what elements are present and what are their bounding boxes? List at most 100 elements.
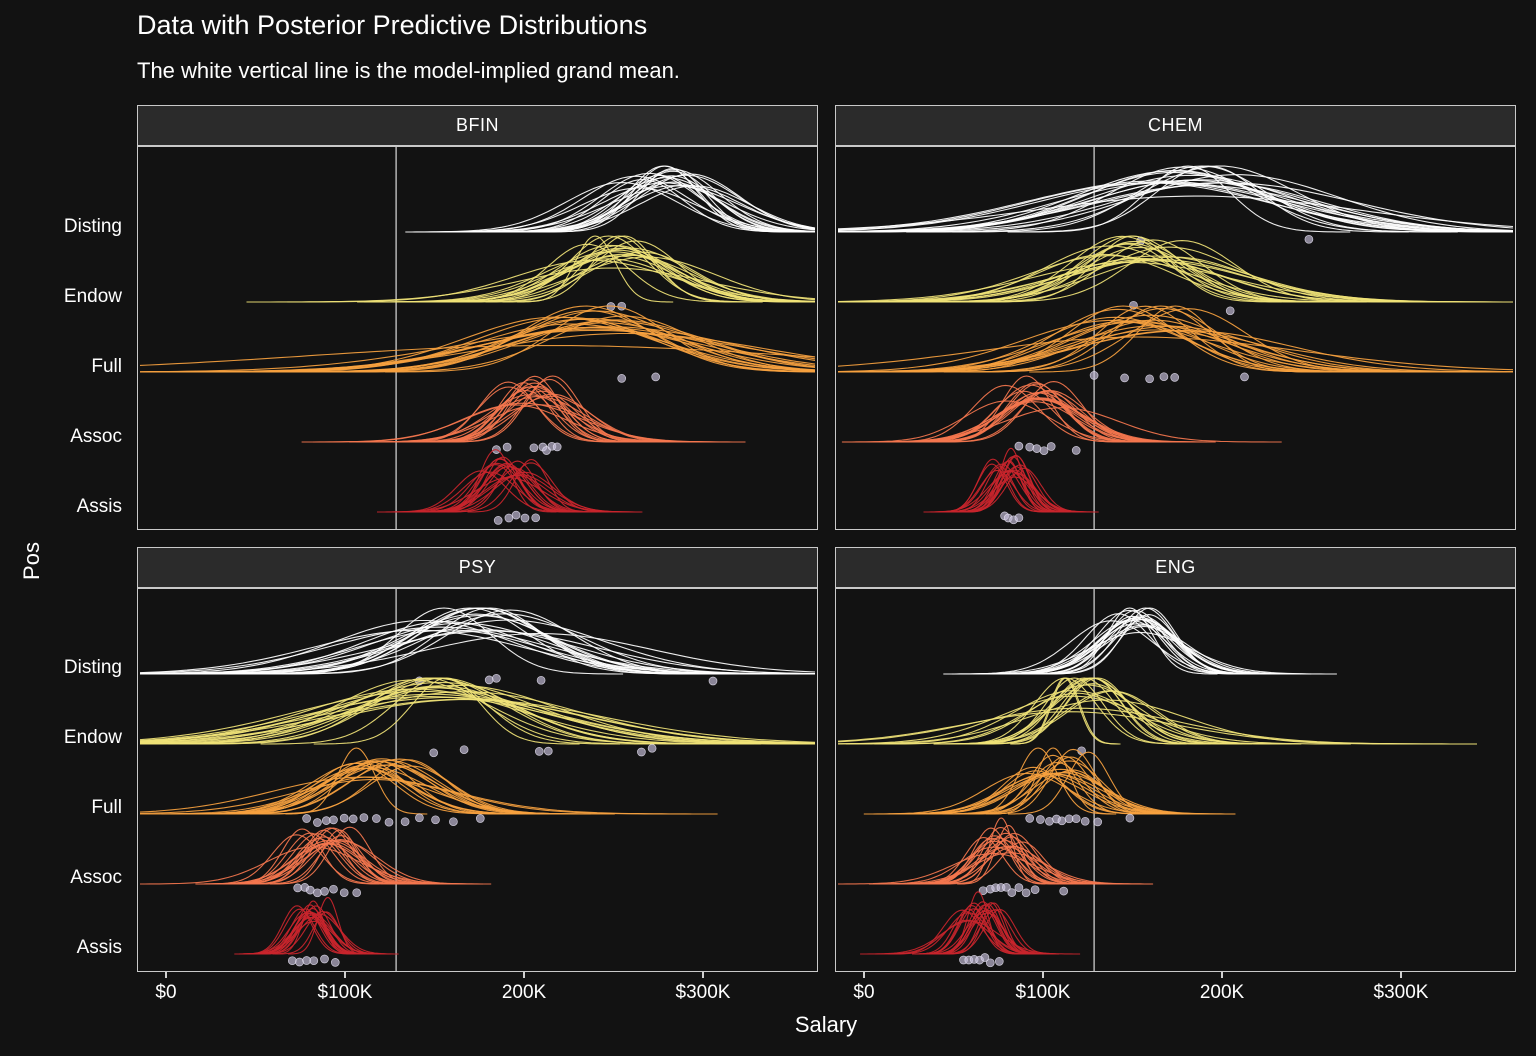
posterior-draw-curve: [1024, 618, 1264, 675]
posterior-draw-curve: [194, 759, 584, 815]
posterior-draw-curve: [428, 466, 587, 513]
data-point: [1125, 813, 1135, 823]
posterior-draw-curve: [230, 838, 407, 885]
data-point: [1159, 372, 1169, 382]
posterior-draw-curve: [887, 772, 1236, 815]
data-point: [359, 813, 369, 822]
posterior-draw-curve: [928, 771, 1210, 815]
posterior-draw-curve: [201, 834, 392, 885]
posterior-draw-curve: [331, 305, 816, 373]
posterior-draw-curve: [906, 390, 1141, 443]
facet-strip-psy: PSY: [137, 547, 818, 588]
posterior-draw-curve: [500, 174, 816, 233]
data-point: [287, 956, 297, 966]
x-tick-mark: [702, 972, 704, 978]
posterior-draw-curve: [1007, 751, 1169, 815]
posterior-draw-curve: [951, 620, 1271, 675]
posterior-draw-curve: [962, 454, 1070, 513]
data-point: [309, 956, 319, 966]
density-group-assoc: [140, 826, 492, 898]
posterior-draw-curve: [837, 699, 1414, 745]
data-point: [543, 746, 553, 756]
posterior-draw-curve: [427, 382, 621, 443]
posterior-draw-curve: [934, 690, 1286, 745]
posterior-draw-curve: [425, 185, 816, 233]
data-point: [302, 814, 311, 823]
x-tick-mark: [165, 972, 167, 978]
y-tick-label-assis: Assis: [76, 496, 122, 517]
density-group-disting: [837, 165, 1514, 246]
data-point: [1057, 816, 1067, 826]
data-point: [1071, 446, 1081, 455]
posterior-draw-curve: [863, 772, 1190, 815]
posterior-draw-curve: [1029, 305, 1322, 373]
posterior-draw-curve: [837, 336, 1514, 371]
posterior-draw-curve: [968, 447, 1054, 513]
x-tick-label-300k: $300K: [675, 982, 731, 1003]
posterior-draw-curve: [838, 257, 1448, 303]
posterior-draw-curve: [140, 677, 745, 745]
posterior-draw-curve: [957, 817, 1046, 885]
facet-strip-eng: ENG: [835, 547, 1516, 588]
posterior-draw-curve: [944, 677, 1240, 745]
posterior-draw-curve: [916, 835, 1074, 885]
data-point: [1030, 885, 1040, 895]
data-point: [502, 442, 512, 452]
posterior-draw-curve: [837, 195, 1514, 230]
posterior-draw-curve: [241, 908, 358, 955]
posterior-draw-curve: [397, 381, 619, 443]
posterior-draw-curve: [288, 896, 368, 955]
data-point: [372, 814, 381, 823]
posterior-draw-curve: [265, 318, 816, 373]
posterior-draw-curve: [970, 756, 1172, 815]
data-point: [1039, 446, 1049, 456]
posterior-draw-curve: [411, 471, 638, 513]
posterior-draw-curve: [139, 691, 816, 745]
posterior-draw-curve: [949, 469, 1071, 513]
data-point: [708, 676, 718, 686]
data-point: [1025, 442, 1035, 452]
y-tick-label-disting: Disting: [63, 657, 122, 678]
posterior-draw-curve: [936, 909, 1055, 955]
posterior-draw-curve: [963, 677, 1206, 745]
posterior-draw-curve: [246, 267, 816, 303]
density-group-disting: [405, 165, 816, 233]
density-group-assis: [377, 449, 643, 525]
data-point: [1120, 373, 1129, 383]
data-point: [1014, 513, 1024, 523]
posterior-draw-curve: [922, 242, 1339, 303]
data-point: [980, 953, 990, 962]
posterior-draw-curve: [543, 167, 802, 233]
data-point: [339, 888, 349, 898]
posterior-draw-curve: [195, 839, 464, 885]
posterior-draw-curve: [938, 841, 1107, 885]
density-group-assoc: [841, 375, 1282, 456]
posterior-draw-curve: [241, 607, 719, 675]
posterior-draw-curve: [922, 827, 1059, 885]
posterior-draw-curve: [446, 462, 616, 513]
posterior-draw-curve: [342, 315, 816, 373]
density-group-full: [139, 747, 718, 827]
posterior-draw-curve: [837, 182, 1514, 233]
data-point: [994, 957, 1004, 966]
facet-panel-psy: [137, 588, 818, 972]
y-tick-label-assis: Assis: [76, 937, 122, 958]
posterior-draw-curve: [938, 891, 1018, 955]
posterior-draw-curve: [258, 759, 559, 815]
posterior-draw-curve: [838, 852, 1154, 885]
data-point: [295, 957, 304, 967]
data-point: [431, 815, 440, 825]
posterior-draw-curve: [238, 839, 436, 885]
density-group-disting: [943, 607, 1337, 675]
data-point: [1014, 441, 1024, 451]
y-tick-label-full: Full: [91, 356, 122, 377]
posterior-draw-curve: [911, 837, 1073, 885]
posterior-draw-curve: [837, 329, 1514, 373]
data-point: [1025, 814, 1035, 823]
posterior-draw-curve: [837, 180, 1514, 232]
data-point: [1007, 888, 1017, 897]
density-group-endow: [837, 235, 1513, 316]
posterior-draw-curve: [177, 326, 816, 373]
density-group-full: [863, 747, 1236, 827]
